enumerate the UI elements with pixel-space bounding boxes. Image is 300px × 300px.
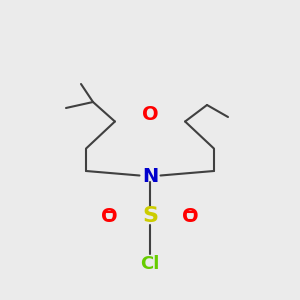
Text: O: O bbox=[182, 206, 199, 226]
Text: Cl: Cl bbox=[140, 255, 160, 273]
Text: S: S bbox=[142, 206, 158, 226]
Text: O: O bbox=[142, 104, 158, 124]
Text: O: O bbox=[101, 206, 118, 226]
Text: N: N bbox=[142, 167, 158, 187]
